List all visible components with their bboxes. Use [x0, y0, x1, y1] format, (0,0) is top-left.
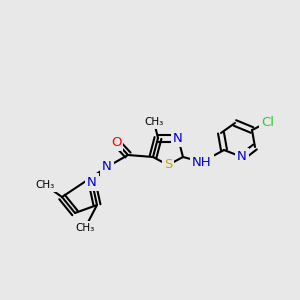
- Text: N: N: [87, 176, 97, 188]
- Text: CH₃: CH₃: [35, 180, 55, 190]
- Text: N: N: [102, 160, 112, 173]
- Text: N: N: [173, 131, 183, 145]
- Text: CH₃: CH₃: [144, 117, 164, 127]
- Text: O: O: [111, 136, 121, 148]
- Text: Cl: Cl: [262, 116, 275, 128]
- Text: S: S: [164, 158, 172, 172]
- Text: CH₃: CH₃: [75, 223, 94, 233]
- Text: N: N: [237, 151, 247, 164]
- Text: NH: NH: [192, 155, 212, 169]
